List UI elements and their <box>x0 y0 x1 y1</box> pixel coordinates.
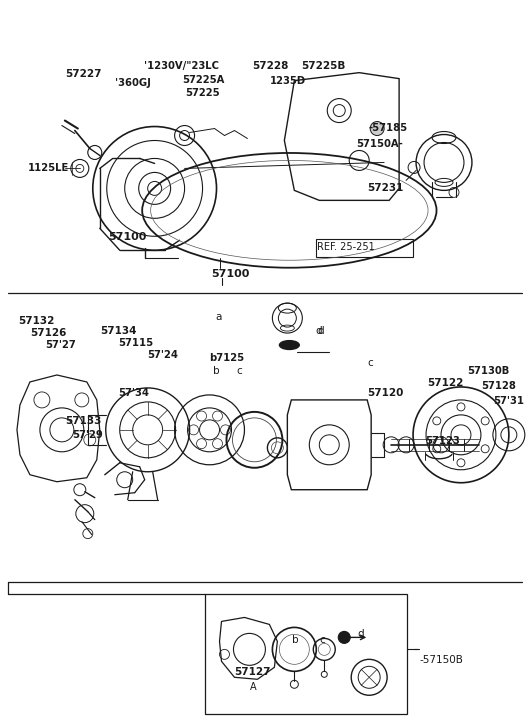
Text: c: c <box>319 635 325 646</box>
Text: REF. 25-251: REF. 25-251 <box>318 242 375 252</box>
Text: '1230V/"23LC: '1230V/"23LC <box>144 60 219 71</box>
Circle shape <box>370 121 384 135</box>
Text: d: d <box>315 326 322 336</box>
Text: 57126: 57126 <box>30 328 66 338</box>
Text: c: c <box>367 358 373 368</box>
Text: 57130B: 57130B <box>467 366 509 376</box>
Text: b: b <box>212 366 219 376</box>
Text: 57123: 57123 <box>425 436 460 446</box>
Text: 57228: 57228 <box>252 60 289 71</box>
Text: 57132: 57132 <box>18 316 54 326</box>
Text: 57'29: 57'29 <box>72 430 102 440</box>
Text: c: c <box>236 366 242 376</box>
Text: A: A <box>250 682 256 692</box>
Ellipse shape <box>279 340 299 350</box>
Text: a: a <box>216 312 222 322</box>
Text: 1235D: 1235D <box>269 76 305 86</box>
Text: 57225B: 57225B <box>301 60 346 71</box>
Text: 57225A: 57225A <box>183 75 225 84</box>
Text: 57'34: 57'34 <box>118 388 149 398</box>
Text: 57115: 57115 <box>118 338 153 348</box>
Text: -57150B: -57150B <box>419 655 463 665</box>
Circle shape <box>338 632 350 643</box>
Text: '360GJ: '360GJ <box>115 78 151 88</box>
Text: 57225: 57225 <box>186 88 220 97</box>
Bar <box>204 595 407 714</box>
Text: 57'24: 57'24 <box>148 350 178 360</box>
Text: -57185: -57185 <box>368 123 407 132</box>
Text: 57231: 57231 <box>367 183 404 193</box>
Text: d: d <box>357 630 364 640</box>
Text: b7125: b7125 <box>210 353 245 363</box>
Text: 57122: 57122 <box>427 378 464 388</box>
Text: 57'31: 57'31 <box>493 396 524 406</box>
Text: 57227: 57227 <box>65 68 101 79</box>
Text: 1125LE: 1125LE <box>28 164 69 174</box>
Text: b: b <box>293 635 299 646</box>
Text: 57134: 57134 <box>100 326 136 336</box>
Text: 57100: 57100 <box>211 269 250 279</box>
Text: 57100: 57100 <box>108 233 146 242</box>
Text: 57133: 57133 <box>65 416 101 426</box>
Text: 57150A-: 57150A- <box>356 139 403 148</box>
Text: 57128: 57128 <box>481 381 516 391</box>
Text: d: d <box>318 326 324 336</box>
Text: 57'27: 57'27 <box>45 340 75 350</box>
Text: 57120: 57120 <box>367 388 404 398</box>
Text: 57127: 57127 <box>235 667 271 678</box>
